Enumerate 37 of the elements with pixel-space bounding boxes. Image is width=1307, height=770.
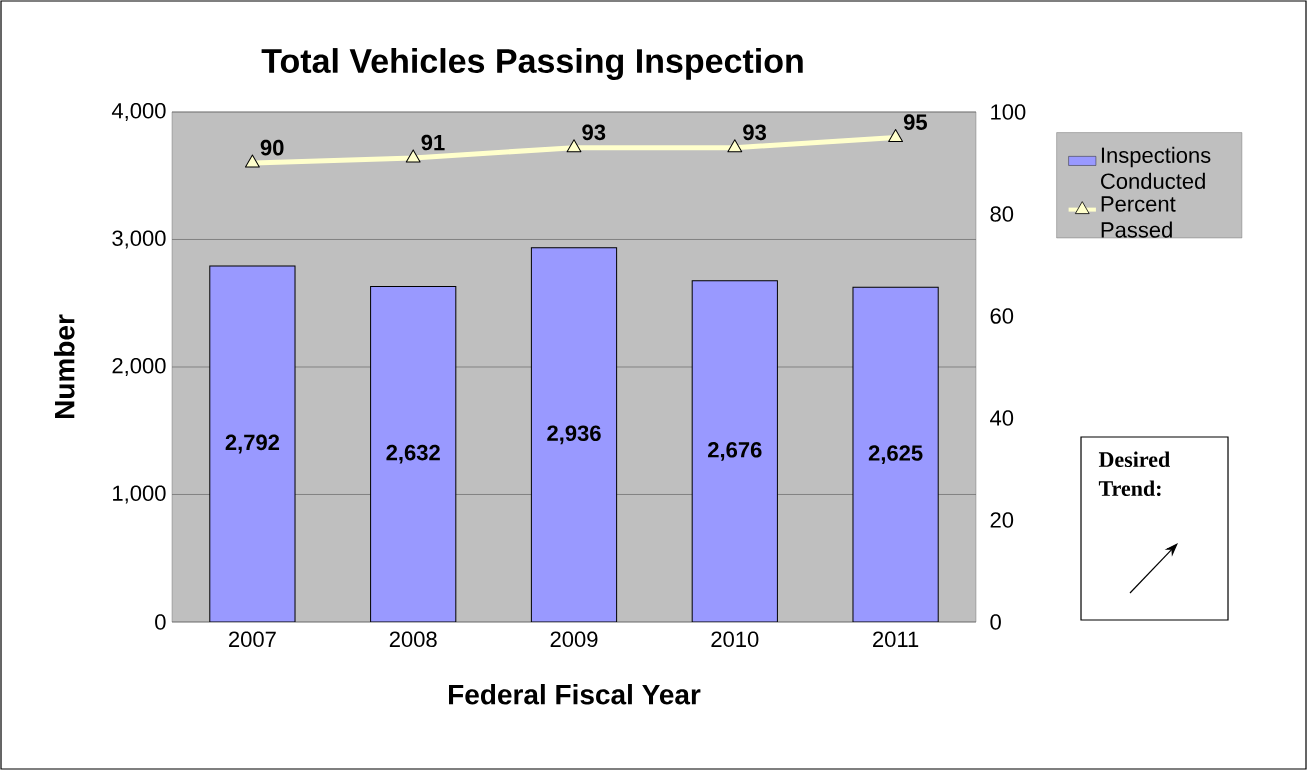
y2-tick-label: 20	[990, 512, 1014, 528]
data-label: 90	[260, 139, 284, 156]
y-tick-label: 3,000	[112, 230, 166, 249]
y-tick-label: 0	[155, 614, 166, 630]
y-tick-label: 1,000	[113, 485, 166, 504]
y2-tick-label: 80	[990, 206, 1014, 222]
point	[244, 154, 260, 168]
point	[566, 139, 582, 153]
y-axis-title: Number	[54, 314, 75, 419]
y-tick-label: 4,000	[111, 102, 166, 122]
y-tick-label: 2,000	[112, 357, 166, 377]
x-axis-title: Federal Fiscal Year	[449, 683, 701, 705]
legend-label: Inspections Conducted	[1101, 146, 1211, 189]
y2-tick-label: 60	[990, 308, 1014, 324]
data-label: 2,792	[225, 434, 280, 454]
data-label: 95	[903, 114, 927, 130]
data-label: 2,676	[708, 442, 762, 461]
text: Desired Trend:	[1098, 451, 1170, 497]
x-tick-label: 2008	[389, 631, 437, 648]
x-tick-label: 2010	[711, 631, 759, 648]
data-label: 2,936	[547, 425, 601, 445]
y2-tick-label: 0	[990, 614, 1001, 630]
data-label: 2,625	[868, 445, 923, 465]
x-tick-label: 2009	[550, 631, 598, 648]
y2-tick-label: 40	[990, 410, 1014, 426]
x-tick-label: 2007	[229, 631, 276, 648]
data-label: 93	[582, 124, 606, 141]
point	[405, 149, 421, 163]
point	[888, 128, 904, 142]
chart-title: Total Vehicles Passing Inspection	[261, 48, 803, 80]
x-tick-label: 2011	[873, 631, 919, 648]
y2-tick-label: 100	[991, 104, 1026, 120]
data-label: 91	[421, 134, 445, 151]
data-label: 93	[743, 124, 767, 141]
point	[727, 139, 743, 153]
legend-label: Percent Passed	[1101, 196, 1176, 238]
data-label: 2,632	[386, 444, 440, 464]
